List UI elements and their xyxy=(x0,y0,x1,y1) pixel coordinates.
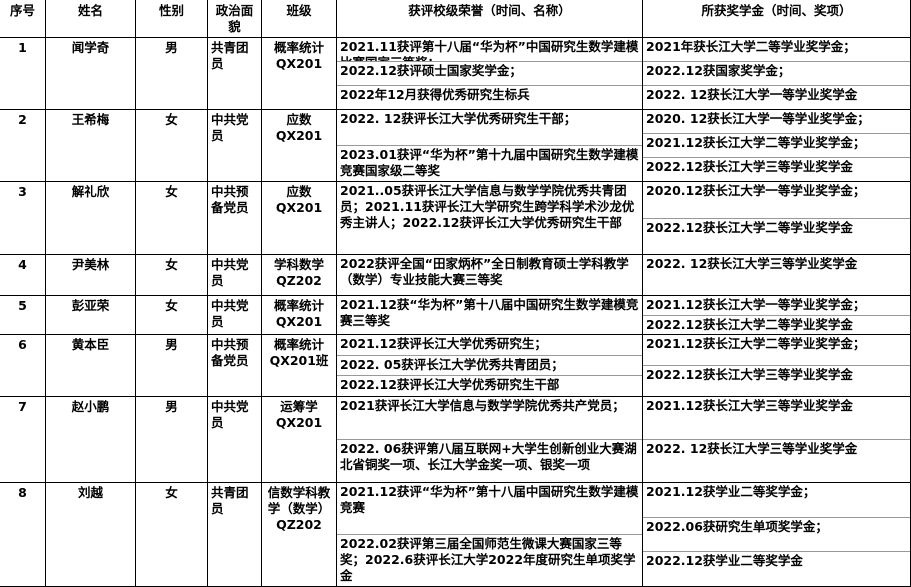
header-cell: 所获奖学金（时间、奖项） xyxy=(643,0,911,38)
scholarships-cell: 2021年获长江大学二等学业奖学金； 2022.12获国家奖学金； 2022. 12… xyxy=(643,38,911,110)
class-cell: 应数QX201 xyxy=(262,110,337,182)
class-cell: 信数学科教学（数学）QZ202 xyxy=(262,483,337,587)
class-cell: 概率统计QX201 xyxy=(262,296,337,335)
gender-cell: 女 xyxy=(136,296,208,335)
scholarships-entry: 2022.12获长江大学三等学业奖学金 xyxy=(646,367,853,382)
scholarships-entry: 2021.12获长江大学三等学业奖学金 xyxy=(643,397,910,440)
index-cell: 2 xyxy=(0,110,46,182)
index-cell: 5 xyxy=(0,296,46,335)
class-cell: 运筹学QX201 xyxy=(262,397,337,483)
index-cell: 3 xyxy=(0,182,46,255)
honors-entry: 2022. 05获评长江大学优秀共青团员； xyxy=(337,356,642,377)
index-cell: 6 xyxy=(0,335,46,397)
scholarships-cell: 2021.12获长江大学二等学业奖学金； 2022.12获长江大学三等学业奖学金 xyxy=(643,335,911,397)
gender-cell: 男 xyxy=(136,38,208,110)
name-cell: 刘越 xyxy=(46,483,136,587)
political-cell: 中共党员 xyxy=(208,296,262,335)
header-cell: 政治面貌 xyxy=(208,0,262,38)
index-cell: 1 xyxy=(0,38,46,110)
scholarships-entry: 2022.12获长江大学二等学业奖学金 xyxy=(646,219,853,235)
scholarships-entry: 2022.06获研究生单项奖学金； xyxy=(643,518,910,553)
scholarships-entry: 2021.12获长江大学二等学业奖学金； xyxy=(643,134,910,158)
header-cell: 姓名 xyxy=(46,0,136,38)
scholarships-entry: 2020.12获长江大学一等学业奖学金； xyxy=(643,182,910,219)
scholarships-entry: 2022.12获学业二等奖学金 xyxy=(646,553,803,569)
scholarships-entry: 2021.12获长江大学二等学业奖学金； xyxy=(643,335,910,366)
honors-entry: 2022.02获评第三届全国师范生微课大赛国家三等奖；2022.6获评长江大学2… xyxy=(340,536,636,583)
index-cell: 7 xyxy=(0,397,46,483)
honors-cell: 2021.11获评第十八届“华为杯”中国研究生数学建模比赛国家三等奖；2022.… xyxy=(337,38,643,110)
honors-entry: 2022.12获评长江大学优秀研究生干部 xyxy=(340,377,560,393)
honors-entry: 2021.12获评“华为杯”第十八届中国研究生数学建模竞赛 xyxy=(337,483,642,535)
scholarships-entry: 2020. 12获长江大学一等学业奖学金； xyxy=(643,110,910,134)
honors-cell: 2022获评全国“田家炳杯”全日制教育硕士学科教学（数学）专业技能大赛三等奖 xyxy=(337,255,643,296)
header-cell: 获评校级荣誉（时间、名称） xyxy=(337,0,643,38)
honors-entry: 2021.12获“华为杯”第十八届中国研究生数学建模竞赛三等奖 xyxy=(340,297,639,328)
political-cell: 共青团员 xyxy=(208,38,262,110)
header-cell: 序号 xyxy=(0,0,46,38)
political-cell: 中共预备党员 xyxy=(208,182,262,255)
scholarships-cell: 2021.12获长江大学三等学业奖学金 2022. 12获长江大学三等学业奖学金 xyxy=(643,397,911,483)
honors-cell: 2021.12获“华为杯”第十八届中国研究生数学建模竞赛三等奖 xyxy=(337,296,643,335)
scholarships-cell: 2021.12获学业二等奖学金； 2022.06获研究生单项奖学金； 2022.12… xyxy=(643,483,911,587)
name-cell: 赵小鹏 xyxy=(46,397,136,483)
gender-cell: 女 xyxy=(136,255,208,296)
honors-cell: 2021.12获评“华为杯”第十八届中国研究生数学建模竞赛 2022.02获评第三… xyxy=(337,483,643,587)
scholarships-cell: 2020.12获长江大学一等学业奖学金； 2022.12获长江大学二等学业奖学金 xyxy=(643,182,911,255)
honors-entry: 2021获评长江大学信息与数学学院优秀共产党员； xyxy=(337,397,642,440)
honors-entry: 2022年12月获得优秀研究生标兵 xyxy=(340,87,530,102)
scholarships-entry: 2022. 12获长江大学一等学业奖学金 xyxy=(646,87,858,102)
class-cell: 概率统计QX201 xyxy=(262,38,337,110)
name-cell: 王希梅 xyxy=(46,110,136,182)
class-cell: 应数QX201 xyxy=(262,182,337,255)
honors-entry: 2021.11获评第十八届“华为杯”中国研究生数学建模比赛国家三等奖； xyxy=(337,38,642,62)
political-cell: 中共预备党员 xyxy=(208,335,262,397)
name-cell: 彭亚荣 xyxy=(46,296,136,335)
political-cell: 共青团员 xyxy=(208,483,262,587)
name-cell: 黄本臣 xyxy=(46,335,136,397)
class-cell: 学科数学QZ202 xyxy=(262,255,337,296)
gender-cell: 男 xyxy=(136,397,208,483)
scholarships-entry: 2021.12获长江大学一等学业奖学金； xyxy=(643,296,910,316)
honors-entry: 2022.12获评硕士国家奖学金； xyxy=(337,62,642,86)
honors-entry: 2022获评全国“田家炳杯”全日制教育硕士学科教学（数学）专业技能大赛三等奖 xyxy=(340,256,629,287)
name-cell: 解礼欣 xyxy=(46,182,136,255)
scholarships-cell: 2021.12获长江大学一等学业奖学金； 2022.12获长江大学二等学业奖学金 xyxy=(643,296,911,335)
scholarships-entry: 2021年获长江大学二等学业奖学金； xyxy=(643,38,910,62)
honors-entry: 2021.12获评长江大学优秀研究生； xyxy=(337,335,642,356)
scholarships-entry: 2022.12获长江大学三等学业奖学金 xyxy=(646,159,853,174)
scholarships-entry: 2022. 12获长江大学三等学业奖学金 xyxy=(646,256,858,271)
political-cell: 中共党员 xyxy=(208,255,262,296)
header-cell: 班级 xyxy=(262,0,337,38)
honors-cell: 2021..05获评长江大学信息与数学学院优秀共青团员；2021.11获评长江大… xyxy=(337,182,643,255)
scholarships-cell: 2022. 12获长江大学三等学业奖学金 xyxy=(643,255,911,296)
scholarships-entry: 2022.12获国家奖学金； xyxy=(643,62,910,86)
scholarships-entry: 2022. 12获长江大学三等学业奖学金 xyxy=(646,441,858,456)
honors-entry: 2022. 12获评长江大学优秀研究生干部； xyxy=(337,110,642,146)
gender-cell: 男 xyxy=(136,335,208,397)
scholarships-cell: 2020. 12获长江大学一等学业奖学金； 2021.12获长江大学二等学业奖学金… xyxy=(643,110,911,182)
honors-cell: 2021获评长江大学信息与数学学院优秀共产党员； 2022. 06获评第八届互联网… xyxy=(337,397,643,483)
honors-entry: 2021..05获评长江大学信息与数学学院优秀共青团员；2021.11获评长江大… xyxy=(340,183,635,230)
index-cell: 4 xyxy=(0,255,46,296)
honors-entry: 2023.01获评“华为杯”第十九届中国研究生数学建模竞赛国家级二等奖 xyxy=(340,147,639,178)
class-cell: 概率统计QX201班 xyxy=(262,335,337,397)
index-cell: 8 xyxy=(0,483,46,587)
honors-entry: 2022. 06获评第八届互联网+大学生创新创业大赛湖北省铜奖一项、长江大学金奖… xyxy=(340,441,637,472)
header-cell: 性别 xyxy=(136,0,208,38)
honors-cell: 2021.12获评长江大学优秀研究生； 2022. 05获评长江大学优秀共青团员；… xyxy=(337,335,643,397)
gender-cell: 女 xyxy=(136,110,208,182)
gender-cell: 女 xyxy=(136,483,208,587)
scholarships-entry: 2021.12获学业二等奖学金； xyxy=(643,483,910,518)
political-cell: 中共党员 xyxy=(208,397,262,483)
name-cell: 闻学奇 xyxy=(46,38,136,110)
political-cell: 中共党员 xyxy=(208,110,262,182)
name-cell: 尹美林 xyxy=(46,255,136,296)
honors-cell: 2022. 12获评长江大学优秀研究生干部； 2023.01获评“华为杯”第十九届… xyxy=(337,110,643,182)
gender-cell: 女 xyxy=(136,182,208,255)
scholarships-entry: 2022.12获长江大学二等学业奖学金 xyxy=(646,316,853,332)
